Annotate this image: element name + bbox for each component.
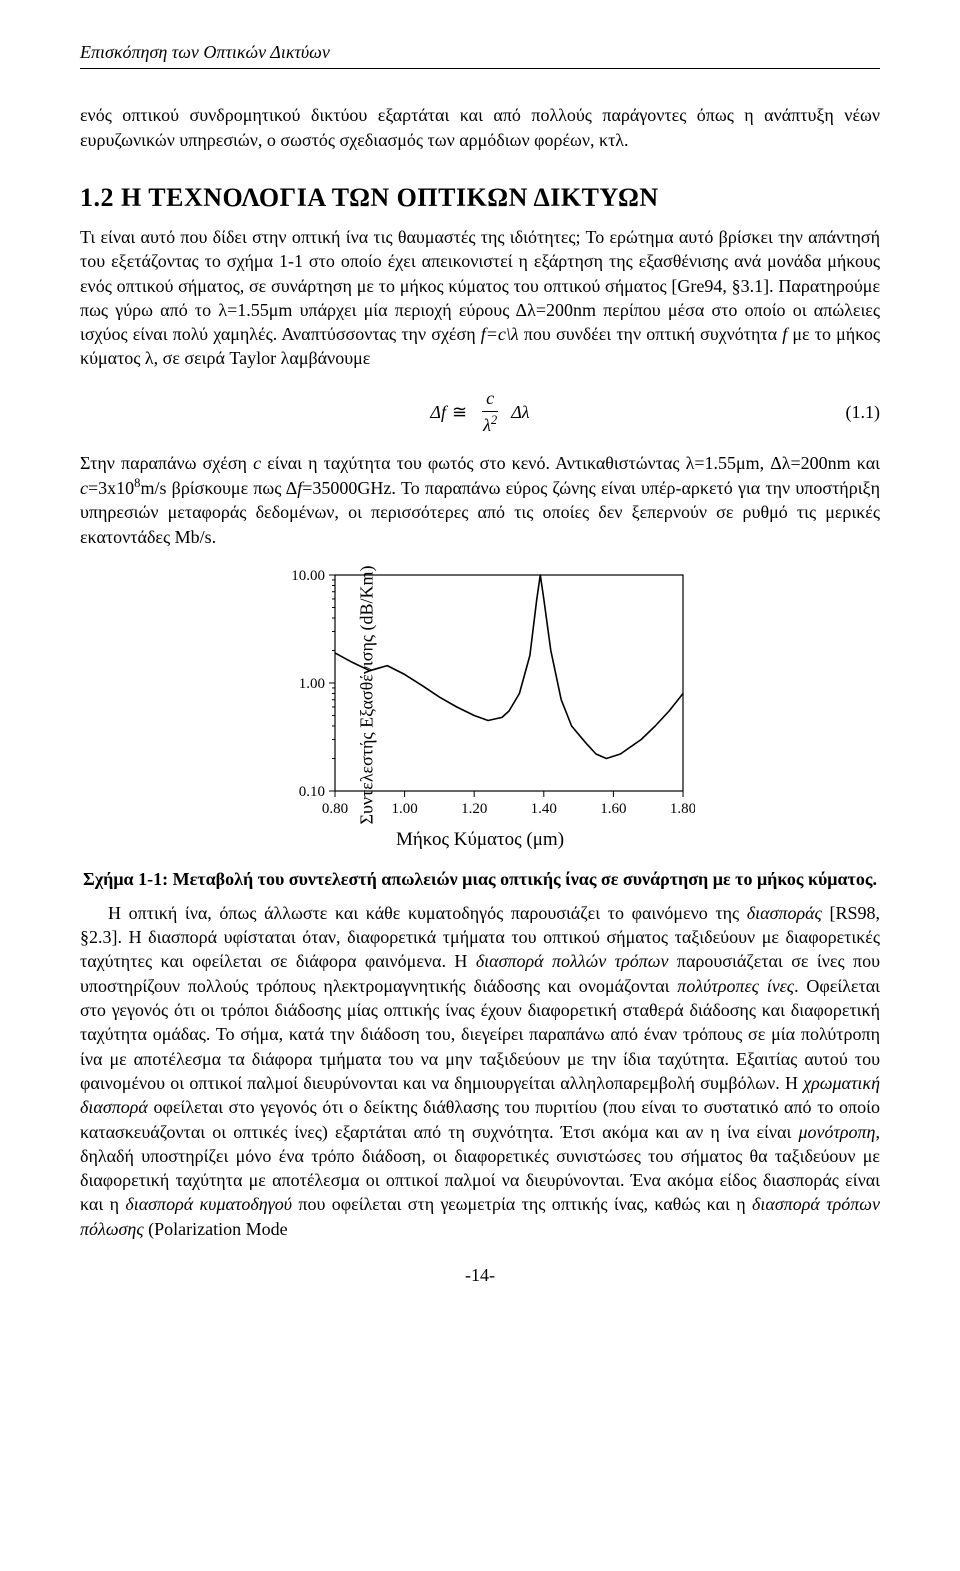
eq-fraction: c λ2 <box>479 386 501 437</box>
intro-paragraph: ενός οπτικού συνδρομητικού δικτύου εξαρτ… <box>80 103 880 152</box>
eq-number-label: (1.1) <box>846 400 881 424</box>
p3-i: οφείλεται στο γεγονός ότι ο δείκτης διάθ… <box>80 1097 880 1141</box>
paragraph-3: Η οπτική ίνα, όπως άλλωστε και κάθε κυμα… <box>80 901 880 1241</box>
section-heading: 1.2 Η ΤΕΧΝΟΛΟΓΙΑ ΤΩΝ ΟΠΤΙΚΩΝ ΔΙΚΤΥΩΝ <box>80 180 880 215</box>
attenuation-chart: Συντελεστής Εξασθένισης (dB/Km) 0.80 1.00… <box>265 565 695 825</box>
svg-text:0.80: 0.80 <box>322 801 348 817</box>
figure-1-1: Συντελεστής Εξασθένισης (dB/Km) 0.80 1.00… <box>80 565 880 853</box>
svg-text:1.00: 1.00 <box>391 801 417 817</box>
para2-c: είναι η ταχύτητα του φωτός στο κενό. Αντ… <box>261 453 880 473</box>
eq-approx: ≅ <box>452 400 467 424</box>
svg-text:1.00: 1.00 <box>299 676 325 692</box>
p3-d: διασπορά πολλών τρόπων <box>476 951 669 971</box>
eq-numerator: c <box>482 386 498 411</box>
svg-text:1.40: 1.40 <box>531 801 557 817</box>
eq-denominator: λ2 <box>479 412 501 437</box>
svg-text:1.60: 1.60 <box>600 801 626 817</box>
chart-svg: 0.80 1.00 1.20 1.40 1.60 1.80 0.10 1.00 10.00 <box>265 565 695 825</box>
p3-f: πολύτροπες ίνες <box>677 976 794 996</box>
running-head: Επισκόπηση των Οπτικών Δικτύων <box>80 40 880 69</box>
p3-j: μονότροπη <box>798 1122 875 1142</box>
p3-m: που οφείλεται στη γεωμετρία της οπτικής … <box>292 1194 752 1214</box>
p3-l: διασπορά κυματοδηγού <box>125 1194 292 1214</box>
paragraph-1: Τι είναι αυτό που δίδει στην οπτική ίνα … <box>80 225 880 371</box>
para1-text-c: που συνδέει την οπτική συχνότητα <box>519 324 783 344</box>
p3-b: διασποράς <box>747 903 822 923</box>
para2-c2: c <box>80 478 88 498</box>
para1-eq: f=c\λ <box>481 324 519 344</box>
chart-y-label: Συντελεστής Εξασθένισης (dB/Km) <box>354 565 378 824</box>
para2-g: m/s βρίσκουμε πως Δ <box>140 478 297 498</box>
svg-text:0.10: 0.10 <box>299 784 325 800</box>
svg-text:1.80: 1.80 <box>670 801 695 817</box>
eq-lhs: Δf <box>430 400 446 424</box>
eq-rhs: Δλ <box>511 400 529 424</box>
paragraph-2: Στην παραπάνω σχέση c είναι η ταχύτητα τ… <box>80 451 880 549</box>
svg-text:10.00: 10.00 <box>291 568 325 584</box>
para2-c1: c <box>253 453 261 473</box>
p3-a: Η οπτική ίνα, όπως άλλωστε και κάθε κυμα… <box>108 903 747 923</box>
chart-x-label: Μήκος Κύματος (μm) <box>396 827 564 853</box>
para2-e: =3x10 <box>88 478 134 498</box>
p3-o: (Polarization Mode <box>144 1219 288 1239</box>
svg-text:1.20: 1.20 <box>461 801 487 817</box>
para2-a: Στην παραπάνω σχέση <box>80 453 253 473</box>
page-number: -14- <box>80 1263 880 1287</box>
equation-1-1: Δf ≅ c λ2 Δλ (1.1) <box>80 387 880 437</box>
figure-caption: Σχήμα 1-1: Μεταβολή του συντελεστή απωλε… <box>80 867 880 891</box>
